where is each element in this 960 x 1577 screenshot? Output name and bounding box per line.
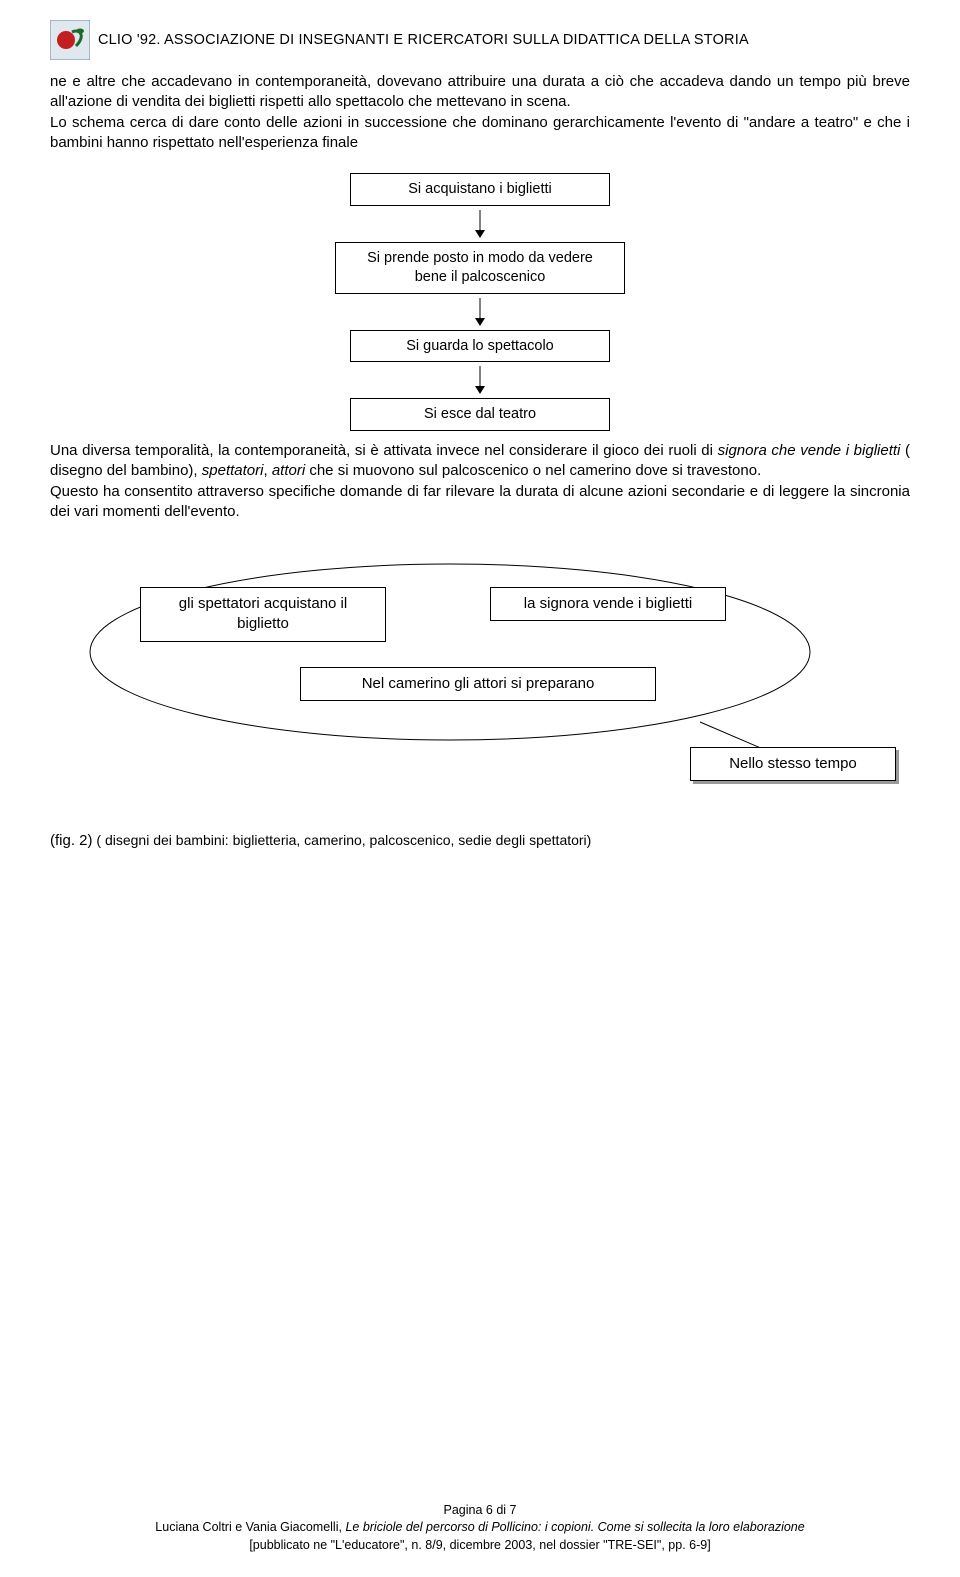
p3-d: spettatori [202, 462, 264, 479]
p3-a: Una diversa temporalità, la contemporane… [50, 442, 718, 459]
paragraph-3: Una diversa temporalità, la contemporane… [50, 441, 910, 482]
flow-arrow-icon [479, 210, 481, 238]
flow-box-4: Si esce dal teatro [350, 398, 610, 431]
header-clio: CLIO '92. [98, 32, 164, 48]
caption-fig: (fig. 2) [50, 832, 93, 849]
paragraph-4: Questo ha consentito attraverso specific… [50, 482, 910, 523]
p3-f: attori [272, 462, 305, 479]
page-footer: Pagina 6 di 7 Luciana Coltri e Vania Gia… [50, 1502, 910, 1555]
ellipse-diagram: gli spettatori acquistano il biglietto l… [70, 552, 890, 812]
ellipse-box-right: la signora vende i biglietti [490, 587, 726, 621]
paragraph-1: ne e altre che accadevano in contemporan… [50, 72, 910, 113]
p3-b: signora che vende i biglietti [718, 442, 901, 459]
logo-icon [50, 20, 90, 60]
header-assoc: ASSOCIAZIONE DI INSEGNANTI E RICERCATORI… [164, 32, 749, 48]
caption-rest: ( disegni dei bambini: biglietteria, cam… [93, 832, 592, 848]
flow-box-2: Si prende posto in modo da vedere bene i… [335, 242, 625, 294]
paragraph-2: Lo schema cerca di dare conto delle azio… [50, 113, 910, 154]
flow-arrow-icon [479, 298, 481, 326]
p3-g: che si muovono sul palcoscenico o nel ca… [305, 462, 761, 479]
footer-authors: Luciana Coltri e Vania Giacomelli, [155, 1520, 345, 1534]
footer-pub: [pubblicato ne "L'educatore", n. 8/9, di… [50, 1537, 910, 1555]
header-title: CLIO '92. ASSOCIAZIONE DI INSEGNANTI E R… [98, 32, 749, 48]
flow-box-3: Si guarda lo spettacolo [350, 330, 610, 363]
figure-caption: (fig. 2) ( disegni dei bambini: bigliett… [50, 832, 910, 849]
footer-citation: Luciana Coltri e Vania Giacomelli, Le br… [50, 1519, 910, 1537]
flow-box-1: Si acquistano i biglietti [350, 173, 610, 206]
ellipse-box-left: gli spettatori acquistano il biglietto [140, 587, 386, 642]
ellipse-box-out: Nello stesso tempo [690, 747, 896, 781]
footer-title: Le briciole del percorso di Pollicino: i… [345, 1520, 804, 1534]
flow-arrow-icon [479, 366, 481, 394]
page-header: CLIO '92. ASSOCIAZIONE DI INSEGNANTI E R… [50, 20, 910, 60]
flowchart: Si acquistano i biglietti Si prende post… [310, 173, 650, 431]
ellipse-box-mid: Nel camerino gli attori si preparano [300, 667, 656, 701]
p3-e: , [263, 462, 271, 479]
footer-pagenum: Pagina 6 di 7 [50, 1502, 910, 1520]
